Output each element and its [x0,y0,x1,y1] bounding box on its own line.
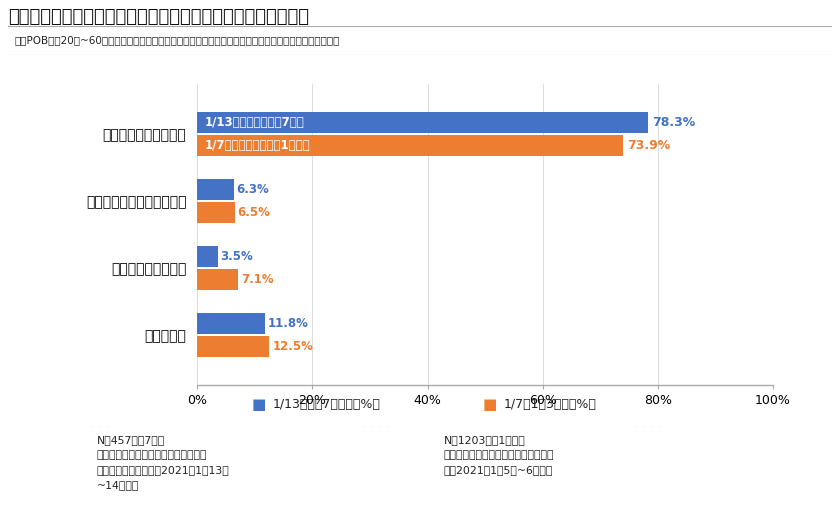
Text: N＝1203人、1都３県
（東京・千葉・埼玉・神奈川在住の会
員）2021年1月5日~6日調査: N＝1203人、1都３県 （東京・千葉・埼玉・神奈川在住の会 員）2021年1月… [444,435,554,475]
Text: 78.3%: 78.3% [653,116,696,129]
Text: 11.8%: 11.8% [268,317,309,330]
Text: 6.5%: 6.5% [238,206,270,219]
Bar [197,269,239,290]
Text: 1/7　1都3県　（%）: 1/7 1都3県 （%） [504,398,597,411]
Text: 12.5%: 12.5% [272,340,313,353]
Text: 1/7緊急事態宣言　　1都３県: 1/7緊急事態宣言 1都３県 [204,139,310,152]
FancyBboxPatch shape [424,425,819,519]
Bar [197,179,234,200]
Text: 1/13追加　7府県　（%）: 1/13追加 7府県 （%） [273,398,381,411]
Bar [197,246,218,267]
FancyBboxPatch shape [81,425,407,519]
Bar [197,202,235,223]
Bar [197,135,622,156]
Text: 6.3%: 6.3% [237,183,270,196]
Text: 73.9%: 73.9% [627,139,670,152]
Text: 1/13緊急事態宣言　7府県: 1/13緊急事態宣言 7府県 [204,116,304,129]
FancyBboxPatch shape [0,26,840,56]
Text: 3.5%: 3.5% [220,250,253,263]
Text: 図表１）再発令された緊急事態宣言についてどう思いますか？: 図表１）再発令された緊急事態宣言についてどう思いますか？ [8,8,309,26]
Text: ■: ■ [483,397,497,412]
Text: ■: ■ [252,397,266,412]
Text: N＝457人、7府県
（栃木・岐阜・愛知・京都・大阪・兵
庫・福岡在住の会員）2021年1月13日
~14日調査: N＝457人、7府県 （栃木・岐阜・愛知・京都・大阪・兵 庫・福岡在住の会員）2… [97,435,229,489]
Text: 全国POB会員20代~60代以上男女　調査方法：インターネットリサーチ　ソフトブレーン・フィールド調べ: 全国POB会員20代~60代以上男女 調査方法：インターネットリサーチ ソフトブ… [15,36,340,46]
Text: 7.1%: 7.1% [241,273,274,286]
Bar [197,313,265,334]
Bar [197,335,270,357]
Bar [197,112,648,134]
